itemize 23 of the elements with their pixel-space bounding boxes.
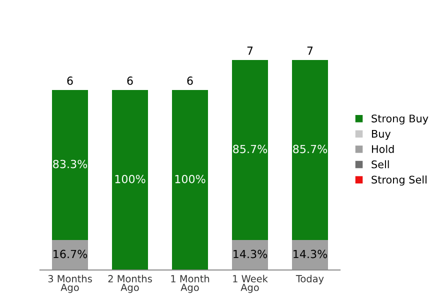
annotation: 6 <box>187 76 193 85</box>
x-tick-label: 2 Months Ago <box>108 274 152 293</box>
text: 7 <box>247 46 253 55</box>
annotation: 14.3% <box>234 250 268 258</box>
annotation: 16.7% <box>54 250 88 258</box>
legend-label: Strong Buy <box>372 114 428 124</box>
x-tick-label: 1 Month Ago <box>171 274 210 293</box>
x-tick-label: 1 Week Ago <box>233 274 268 293</box>
annotation: 6 <box>127 76 133 85</box>
annotation: 14.3% <box>294 250 328 258</box>
legend-label: Sell <box>372 160 389 168</box>
annotation: 83.3% <box>53 160 88 168</box>
legend-label: Hold <box>372 144 394 154</box>
x-tick-label: Today <box>296 274 324 284</box>
legend-label: Buy <box>372 130 391 140</box>
x-tick-label: 3 Months Ago <box>48 274 92 293</box>
legend-label: Strong Sell <box>372 176 426 186</box>
annotation: 6 <box>67 76 73 85</box>
annotation: 85.7% <box>233 144 268 154</box>
annotation: 85.7% <box>293 144 328 154</box>
annotation: 100% <box>175 174 206 184</box>
text: 7 <box>307 46 313 55</box>
annotation: 100% <box>115 174 146 184</box>
